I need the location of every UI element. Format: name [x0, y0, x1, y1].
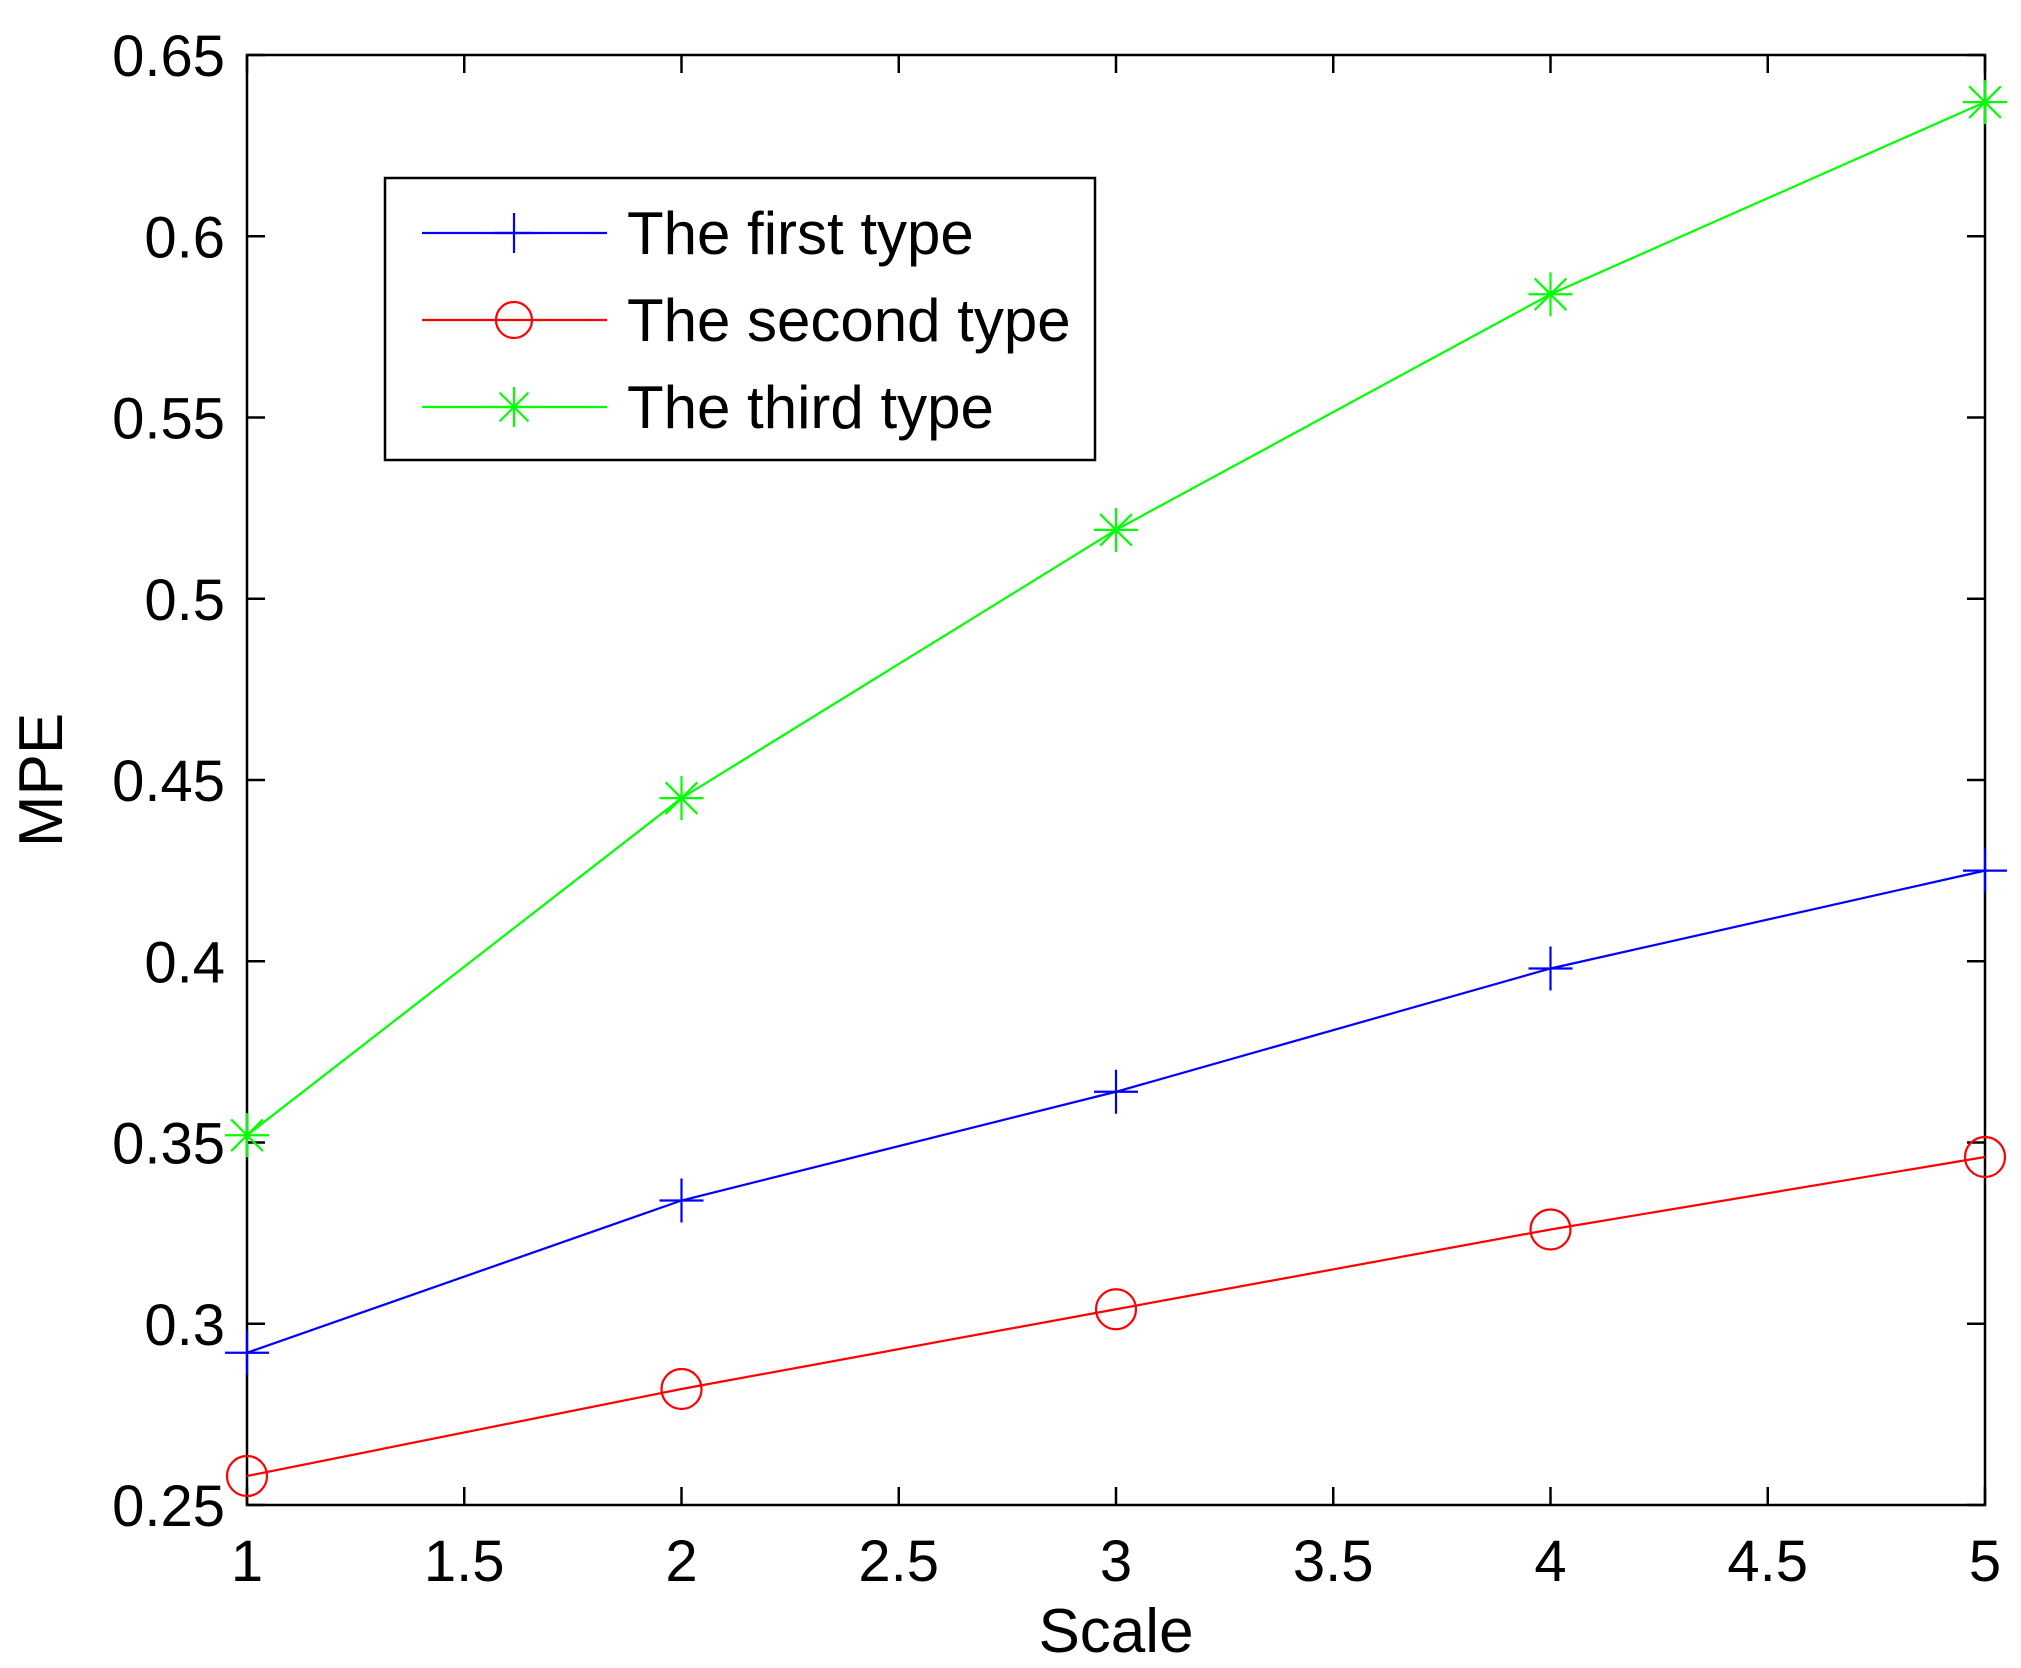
data-point — [225, 1113, 269, 1158]
legend-label: The third type — [627, 374, 994, 441]
legend-label: The first type — [627, 200, 974, 267]
data-point — [1094, 507, 1138, 552]
x-tick-label: 2.5 — [858, 1529, 939, 1594]
x-tick-label: 4 — [1534, 1529, 1566, 1594]
axis-ticks: 1 1.5 2 2.5 3 3.5 4 4.5 5 0.25 0.3 0.35 0.4 0.45 0.5 0.… — [112, 24, 2001, 1594]
y-tick-label: 0.65 — [112, 24, 225, 89]
data-point — [659, 1178, 704, 1223]
series-1 — [225, 848, 2007, 1375]
data-point — [660, 1367, 703, 1411]
x-tick-label: 2 — [665, 1529, 697, 1594]
y-tick-label: 0.25 — [112, 1474, 225, 1539]
legend-item: The first type — [422, 200, 974, 267]
x-axis-label: Scale — [1038, 1597, 1193, 1663]
x-tick-label: 5 — [1969, 1529, 2001, 1594]
data-point — [225, 1330, 269, 1375]
x-tick-label: 1.5 — [424, 1529, 505, 1594]
data-point — [225, 1454, 269, 1498]
y-tick-label: 0.4 — [144, 930, 225, 995]
x-tick-label: 1 — [231, 1529, 263, 1594]
legend-marker — [494, 387, 534, 427]
y-tick-label: 0.35 — [112, 1112, 225, 1177]
data-point — [1528, 946, 1573, 991]
data-point — [1529, 1208, 1572, 1251]
y-tick-label: 0.45 — [112, 749, 225, 814]
x-tick-label: 3 — [1100, 1529, 1132, 1594]
y-tick-label: 0.55 — [112, 387, 225, 452]
data-point — [1963, 80, 2007, 125]
legend-label: The second type — [627, 287, 1071, 354]
data-point — [1094, 1069, 1138, 1114]
legend-marker — [494, 300, 534, 340]
data-point — [1963, 1135, 2007, 1179]
series-line — [246, 1155, 1986, 1478]
series-layer — [225, 80, 2007, 1498]
y-axis-label: MPE — [7, 713, 76, 847]
x-tick-label: 3.5 — [1293, 1529, 1374, 1594]
legend-marker — [494, 213, 534, 253]
x-tick-label: 4.5 — [1727, 1529, 1808, 1594]
series-2 — [225, 1135, 2007, 1498]
legend-item: The third type — [422, 374, 994, 441]
data-point — [1963, 848, 2007, 893]
y-tick-label: 0.3 — [144, 1293, 225, 1358]
data-point — [1528, 272, 1573, 317]
data-point — [1094, 1288, 1138, 1331]
data-point — [659, 776, 704, 821]
series-3 — [225, 80, 2007, 1158]
legend: The first type The second type The third t… — [383, 176, 1097, 462]
legend-item: The second type — [422, 287, 1071, 354]
y-tick-label: 0.6 — [144, 205, 225, 270]
y-tick-label: 0.5 — [144, 568, 225, 633]
